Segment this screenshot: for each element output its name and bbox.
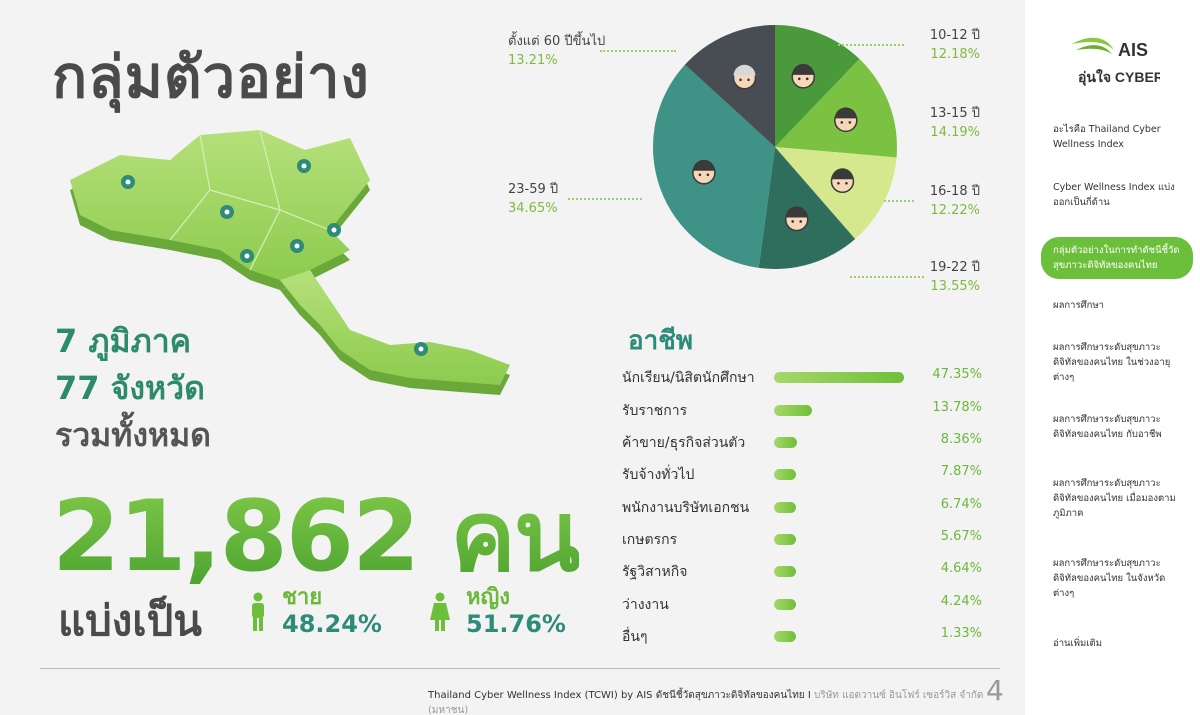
occupation-value: 47.35% xyxy=(932,367,982,382)
sidebar-item-5[interactable]: ผลการศึกษาระดับสุขภาวะดิจิทัลของคนไทย ใน… xyxy=(1053,342,1171,383)
pie-label-23-59: 23-59 ปี 34.65% xyxy=(508,182,559,216)
occupation-name: นักเรียน/นิสิตนักศึกษา xyxy=(622,370,755,386)
occupation-row: พนักงานบริษัทเอกชน 6.74% xyxy=(622,497,982,517)
sidebar-item-1[interactable]: อะไรคือ Thailand Cyber Wellness Index xyxy=(1053,124,1161,150)
pie-label-16-18: 16-18 ปี 12.22% xyxy=(929,184,980,218)
occupation-name: ว่างงาน xyxy=(622,597,669,613)
pie-label-13-15: 13-15 ปี 14.19% xyxy=(929,106,980,140)
footer-divider xyxy=(40,668,1000,669)
occupation-bar xyxy=(774,372,904,383)
sidebar-item-2[interactable]: Cyber Wellness Index แบ่งออกเป็นกี่ด้าน xyxy=(1053,182,1175,208)
person-face-icon xyxy=(791,63,815,89)
total-value: 21,862 คน xyxy=(52,458,581,614)
male-label: ชาย xyxy=(282,585,323,610)
logo-swoosh-icon: AIS อุ่นใจ CYBER xyxy=(1072,37,1164,86)
male-percent: 48.24% xyxy=(282,610,382,638)
sidebar-item-6[interactable]: ผลการศึกษาระดับสุขภาวะดิจิทัลของคนไทย กั… xyxy=(1053,414,1162,440)
sidebar-item-3[interactable]: กลุ่มตัวอย่างในการทำดัชนีชี้วัดสุขภาวะดิ… xyxy=(1041,237,1193,279)
occupation-value: 4.64% xyxy=(940,561,982,576)
occupation-bar xyxy=(774,566,796,577)
occupation-name: รับจ้างทั่วไป xyxy=(622,467,695,483)
occupation-value: 1.33% xyxy=(940,626,982,641)
female-icon xyxy=(430,592,450,631)
occupation-row: ว่างงาน 4.24% xyxy=(622,594,982,614)
occupation-name: รับราชการ xyxy=(622,403,688,419)
occupation-bar xyxy=(774,469,796,480)
pie-leader-16-18 xyxy=(884,200,914,202)
main-panel: กลุ่มตัวอย่าง 7 ภูมิภาค 77 จังหวัด รวมทั… xyxy=(40,25,1025,715)
occupation-name: เกษตรกร xyxy=(622,532,678,548)
thailand-map-illustration xyxy=(70,129,510,395)
split-label: แบ่งเป็น xyxy=(58,596,202,645)
footer-text: Thailand Cyber Wellness Index (TCWI) by … xyxy=(428,688,1025,715)
pie-leader-60-plus xyxy=(600,50,676,52)
occupation-bar xyxy=(774,599,796,610)
occupation-row: รัฐวิสาหกิจ 4.64% xyxy=(622,561,982,581)
regions-count: 7 ภูมิภาค xyxy=(55,322,192,360)
occupation-row: อื่นๆ 1.33% xyxy=(622,626,982,646)
pie-label-10-12: 10-12 ปี 12.18% xyxy=(929,28,980,62)
occupation-title: อาชีพ xyxy=(628,326,693,356)
occupation-name: พนักงานบริษัทเอกชน xyxy=(622,500,750,516)
occupation-row: รับจ้างทั่วไป 7.87% xyxy=(622,464,982,484)
logo-tagline: อุ่นใจ CYBER xyxy=(1078,68,1160,86)
occupation-bar xyxy=(774,437,797,448)
pie-slice-1 xyxy=(775,25,860,147)
occupation-value: 8.36% xyxy=(940,432,982,447)
male-icon xyxy=(252,592,264,631)
logo-brand: AIS xyxy=(1118,40,1148,60)
page-title: กลุ่มตัวอย่าง xyxy=(52,43,370,111)
person-face-icon xyxy=(692,159,716,185)
occupation-value: 5.67% xyxy=(940,529,982,544)
sidebar-item-8[interactable]: ผลการศึกษาระดับสุขภาวะดิจิทัลของคนไทย ใน… xyxy=(1053,558,1166,599)
pie-slice-4 xyxy=(758,147,856,269)
occupation-row: เกษตรกร 5.67% xyxy=(622,529,982,549)
occupation-value: 7.87% xyxy=(940,464,982,479)
person-face-icon xyxy=(834,107,858,133)
occupation-name: ค้าขาย/ธุรกิจส่วนตัว xyxy=(622,435,746,451)
person-face-icon xyxy=(732,64,757,90)
occupation-row: นักเรียน/นิสิตนักศึกษา 47.35% xyxy=(622,367,982,387)
sidebar-item-7[interactable]: ผลการศึกษาระดับสุขภาวะดิจิทัลของคนไทย เม… xyxy=(1053,478,1176,519)
occupation-row: ค้าขาย/ธุรกิจส่วนตัว 8.36% xyxy=(622,432,982,452)
pie-slice-5 xyxy=(653,64,775,268)
occupation-row: รับราชการ 13.78% xyxy=(622,400,982,420)
pie-label-19-22: 19-22 ปี 13.55% xyxy=(929,260,980,294)
pie-slice-2 xyxy=(775,59,897,158)
female-label: หญิง xyxy=(466,585,510,610)
person-face-icon xyxy=(784,206,809,232)
female-percent: 51.76% xyxy=(466,610,566,638)
occupation-name: อื่นๆ xyxy=(622,629,648,645)
pie-slice-3 xyxy=(775,147,897,239)
sidebar: AIS อุ่นใจ CYBER อะไรคือ Thailand Cyber … xyxy=(1025,0,1200,715)
occupation-value: 4.24% xyxy=(940,594,982,609)
gender-female: หญิง 51.76% xyxy=(428,586,566,638)
gender-male: ชาย 48.24% xyxy=(248,586,382,638)
page-number: 4 xyxy=(986,674,1004,707)
regions-summary: 7 ภูมิภาค 77 จังหวัด รวมทั้งหมด xyxy=(55,318,211,459)
provinces-count: 77 จังหวัด xyxy=(55,369,205,407)
occupation-bar xyxy=(774,502,796,513)
occupation-value: 13.78% xyxy=(932,400,982,415)
occupation-name: รัฐวิสาหกิจ xyxy=(622,564,688,580)
occupation-bar xyxy=(774,631,796,642)
occupation-bar xyxy=(774,405,812,416)
footer-company: บริษัท แอดวานซ์ อินโฟร์ เซอร์วิส จำกัด (… xyxy=(428,690,984,715)
pie-label-60-plus: ตั้งแต่ 60 ปีขึ้นไป 13.21% xyxy=(508,34,606,68)
person-face-icon xyxy=(830,168,855,194)
ais-logo[interactable]: AIS อุ่นใจ CYBER xyxy=(1070,30,1164,90)
occupation-bar xyxy=(774,534,796,545)
pie-slice-6 xyxy=(684,25,775,147)
age-pie-chart xyxy=(653,25,897,269)
total-label: รวมทั้งหมด xyxy=(55,416,211,454)
sidebar-item-4[interactable]: ผลการศึกษา xyxy=(1053,300,1104,311)
pie-leader-10-12 xyxy=(838,44,904,46)
pie-leader-23-59 xyxy=(568,198,642,200)
occupation-value: 6.74% xyxy=(940,497,982,512)
pie-leader-19-22 xyxy=(850,276,924,278)
sidebar-item-9[interactable]: อ่านเพิ่มเติม xyxy=(1053,638,1102,649)
footer-main: Thailand Cyber Wellness Index (TCWI) by … xyxy=(428,690,811,701)
